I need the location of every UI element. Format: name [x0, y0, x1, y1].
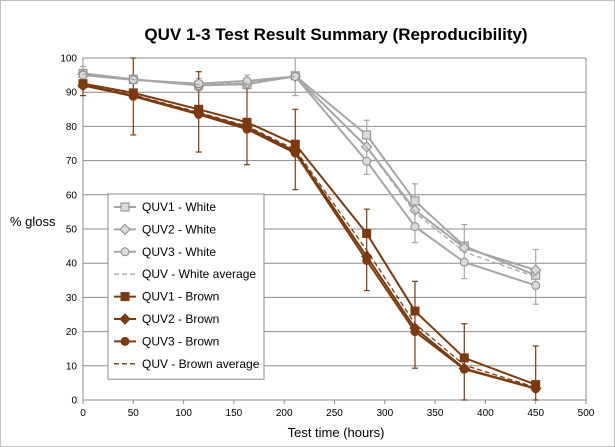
series-line: [82, 84, 536, 388]
y-tick-label: 20: [66, 327, 78, 338]
y-tick-label: 50: [66, 225, 78, 236]
legend-box: [107, 193, 265, 380]
data-point: [410, 327, 420, 337]
y-tick-label: 60: [66, 190, 78, 201]
chart-title: QUV 1-3 Test Result Summary (Reproducibi…: [144, 25, 527, 44]
legend-item: QUV2 - Brown: [114, 312, 219, 326]
legend-label: QUV2 - White: [142, 222, 216, 236]
data-point: [290, 148, 300, 158]
x-tick-label: 350: [427, 408, 444, 419]
y-tick-label: 80: [66, 122, 78, 133]
legend-label: QUV - Brown average: [142, 357, 260, 371]
series: [78, 80, 541, 394]
data-point: [410, 222, 420, 232]
legend-item: QUV1 - White: [114, 200, 216, 214]
legend-marker: [120, 247, 130, 257]
series-layer: [77, 68, 542, 395]
axes-layer: 0 10 20 30 40 50 60 70 80 90 100 0 50 100 150 200 250 300…: [60, 54, 594, 420]
data-point: [531, 280, 541, 290]
data-point: [459, 353, 469, 363]
legend-item: QUV - Brown average: [114, 357, 260, 371]
x-tick-label: 250: [326, 408, 343, 419]
x-tick-label: 100: [175, 408, 192, 419]
legend-marker: [119, 223, 131, 236]
y-tick-label: 10: [66, 361, 78, 372]
series: [82, 84, 536, 388]
legend-marker: [120, 202, 130, 212]
data-point: [362, 156, 372, 166]
data-point: [78, 70, 88, 80]
x-tick-label: 0: [80, 408, 86, 419]
legend-item: QUV - White average: [114, 267, 256, 281]
data-point: [529, 264, 542, 276]
y-axis-label: % gloss: [10, 214, 56, 229]
y-tick-label: 100: [60, 54, 77, 65]
y-tick-label: 70: [66, 156, 78, 167]
legend-item: QUV3 - White: [114, 245, 216, 259]
data-point: [128, 91, 138, 101]
legend-label: QUV3 - White: [142, 245, 216, 259]
y-tick-label: 90: [66, 88, 78, 99]
legend-item: QUV1 - Brown: [114, 290, 219, 304]
data-point: [362, 228, 372, 238]
legend-item: QUV2 - White: [114, 222, 216, 236]
data-point: [458, 242, 470, 254]
data-point: [410, 306, 420, 316]
data-point: [409, 204, 421, 216]
legend-label: QUV1 - Brown: [142, 290, 219, 304]
series-line: [82, 73, 536, 278]
series: [82, 73, 536, 278]
data-point: [362, 130, 372, 140]
x-tick-label: 500: [578, 408, 595, 419]
legend: QUV1 - White QUV2 - White QUV3 - White QUV …: [107, 193, 265, 380]
legend-label: QUV2 - Brown: [142, 312, 219, 326]
x-tick-label: 450: [527, 408, 544, 419]
legend-label: QUV3 - Brown: [142, 334, 219, 348]
x-tick-label: 300: [376, 408, 393, 419]
legend-label: QUV - White average: [142, 267, 256, 281]
data-point: [362, 255, 372, 265]
data-point: [194, 79, 204, 89]
legend-marker: [120, 292, 130, 302]
y-tick-label: 30: [66, 293, 78, 304]
x-tick-label: 150: [226, 408, 243, 419]
legend-item: QUV3 - Brown: [114, 334, 219, 348]
legend-label: QUV1 - White: [142, 200, 216, 214]
x-tick-label: 200: [276, 408, 293, 419]
data-point: [410, 196, 420, 206]
y-tick-label: 0: [71, 396, 77, 407]
y-tick-label: 40: [66, 259, 78, 270]
legend-marker: [119, 313, 131, 325]
legend-marker: [120, 336, 130, 346]
data-point: [459, 364, 469, 374]
x-tick-label: 400: [477, 408, 494, 419]
x-axis-label: Test time (hours): [288, 425, 385, 440]
data-point: [459, 257, 469, 267]
x-tick-label: 50: [128, 408, 140, 419]
